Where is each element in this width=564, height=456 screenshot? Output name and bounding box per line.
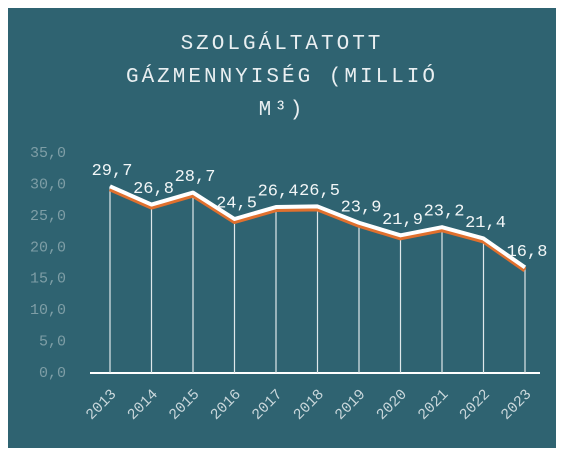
chart-panel	[8, 8, 556, 448]
line	[109, 184, 527, 270]
data-label: 23,9	[341, 198, 382, 217]
x-tick-label: 2020	[373, 386, 410, 423]
line-shadow	[108, 186, 527, 272]
data-label: 26,5	[299, 182, 340, 201]
x-tick-label: 2016	[207, 386, 244, 423]
chart-title: SZOLGÁLTATOTT GÁZMENNYISÉG (MILLIÓ M³)	[125, 33, 439, 122]
y-tick-label: 5,0	[39, 334, 66, 351]
y-tick-label: 30,0	[30, 176, 66, 193]
x-tick-label: 2021	[415, 386, 452, 423]
x-tick-label: 2018	[290, 386, 327, 423]
y-tick-label: 35,0	[30, 145, 66, 162]
data-label: 28,7	[175, 168, 216, 187]
data-label: 26,8	[133, 180, 174, 199]
y-tick-label: 20,0	[30, 239, 66, 256]
x-tick-label: 2017	[249, 386, 286, 423]
x-tick-label: 2023	[498, 386, 535, 423]
x-tick-label: 2015	[166, 386, 203, 423]
y-tick-label: 0,0	[39, 365, 66, 382]
x-tick-label: 2014	[124, 386, 161, 423]
data-label: 26,4	[258, 183, 299, 202]
x-tick-label: 2013	[83, 386, 120, 423]
x-tick-label: 2022	[456, 386, 493, 423]
data-label: 29,7	[92, 162, 133, 181]
data-label: 21,9	[382, 211, 423, 230]
data-label: 24,5	[216, 194, 257, 213]
y-tick-label: 25,0	[30, 208, 66, 225]
data-label: 23,2	[424, 203, 465, 222]
data-label: 21,4	[465, 214, 506, 233]
x-tick-label: 2019	[332, 386, 369, 423]
y-tick-label: 10,0	[30, 302, 66, 319]
y-tick-label: 15,0	[30, 271, 66, 288]
data-label: 16,8	[507, 243, 548, 262]
